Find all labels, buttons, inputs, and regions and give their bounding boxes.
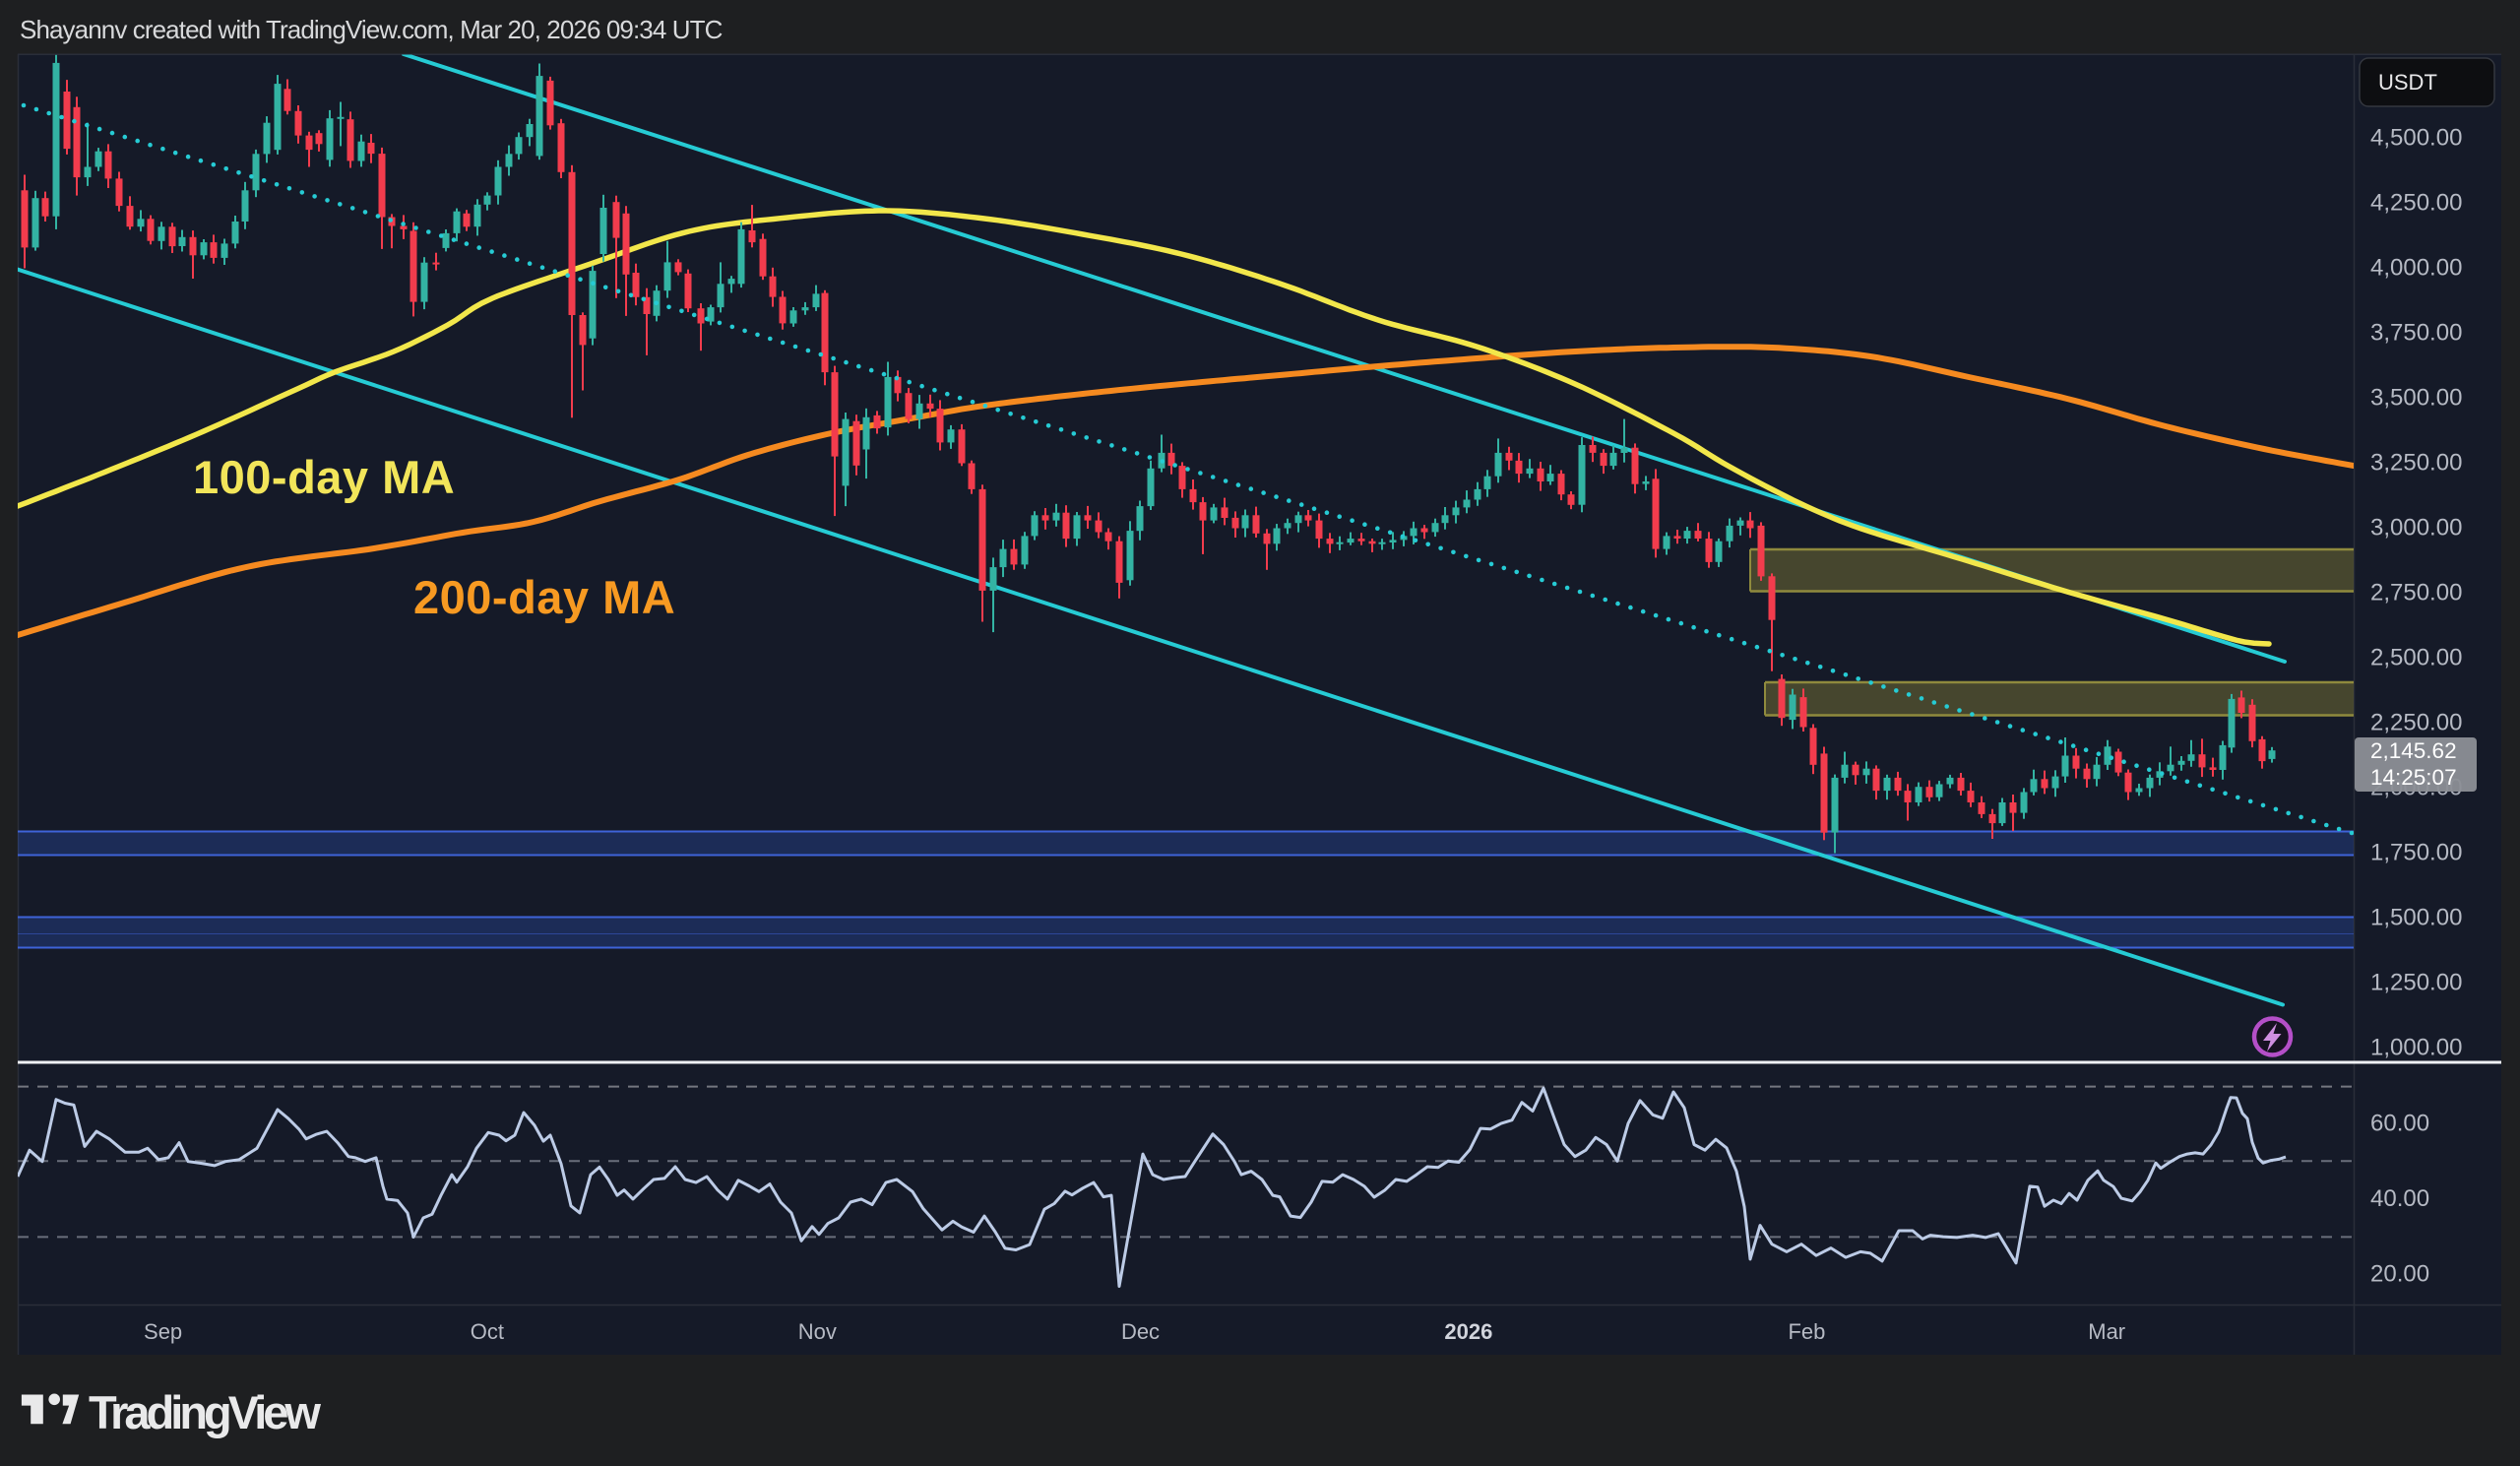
svg-text:USDT: USDT [2378, 70, 2437, 95]
svg-text:3,750.00: 3,750.00 [2370, 320, 2462, 347]
svg-text:Oct: Oct [471, 1319, 504, 1344]
svg-text:20.00: 20.00 [2370, 1260, 2429, 1287]
svg-text:TradingView: TradingView [89, 1386, 321, 1438]
svg-text:4,500.00: 4,500.00 [2370, 125, 2462, 152]
svg-text:2,750.00: 2,750.00 [2370, 580, 2462, 606]
svg-text:3,000.00: 3,000.00 [2370, 515, 2462, 542]
svg-text:2,145.62: 2,145.62 [2370, 738, 2457, 763]
svg-text:3,500.00: 3,500.00 [2370, 385, 2462, 412]
svg-text:1,500.00: 1,500.00 [2370, 905, 2462, 931]
svg-text:Sep: Sep [144, 1319, 182, 1344]
svg-text:60.00: 60.00 [2370, 1111, 2429, 1137]
svg-text:1,000.00: 1,000.00 [2370, 1035, 2462, 1061]
svg-text:1,750.00: 1,750.00 [2370, 840, 2462, 866]
svg-text:2,250.00: 2,250.00 [2370, 710, 2462, 736]
svg-text:100-day MA: 100-day MA [193, 451, 455, 503]
svg-text:200-day MA: 200-day MA [413, 571, 675, 623]
svg-text:2,500.00: 2,500.00 [2370, 645, 2462, 671]
svg-text:40.00: 40.00 [2370, 1185, 2429, 1212]
svg-text:1,250.00: 1,250.00 [2370, 970, 2462, 996]
svg-text:14:25:07: 14:25:07 [2370, 765, 2457, 790]
svg-text:Nov: Nov [798, 1319, 837, 1344]
svg-text:3,250.00: 3,250.00 [2370, 450, 2462, 477]
svg-text:Shayannv created with TradingV: Shayannv created with TradingView.com, M… [20, 15, 723, 44]
svg-text:Dec: Dec [1121, 1319, 1160, 1344]
svg-text:Mar: Mar [2088, 1319, 2125, 1344]
svg-text:Feb: Feb [1788, 1319, 1825, 1344]
svg-text:2026: 2026 [1444, 1319, 1492, 1344]
svg-text:4,250.00: 4,250.00 [2370, 190, 2462, 217]
svg-text:4,000.00: 4,000.00 [2370, 255, 2462, 282]
